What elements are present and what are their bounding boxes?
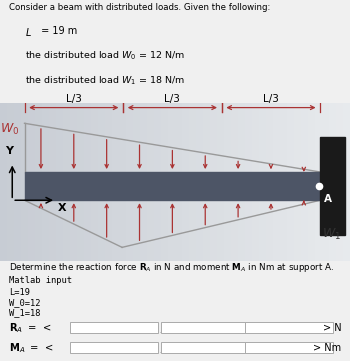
FancyBboxPatch shape [161,342,248,353]
Text: ,: , [250,324,253,334]
Text: L=19: L=19 [9,288,30,297]
Text: > Nm: > Nm [313,343,341,353]
Text: L/3: L/3 [66,95,82,104]
Text: > N: > N [323,323,341,332]
Text: Consider a beam with distributed loads. Given the following:: Consider a beam with distributed loads. … [9,3,270,12]
Bar [320,138,345,235]
Text: ,: , [159,324,162,334]
FancyBboxPatch shape [161,322,248,333]
Text: X: X [58,203,66,213]
Text: $\mathbf{R}_{A}$ $=$ $<$: $\mathbf{R}_{A}$ $=$ $<$ [9,321,51,335]
Bar [25,172,320,200]
Text: $L$: $L$ [25,26,32,38]
FancyBboxPatch shape [70,322,158,333]
Text: W_1=18: W_1=18 [9,308,40,317]
FancyBboxPatch shape [245,322,332,333]
Text: $W_1$: $W_1$ [322,227,341,242]
Text: = 19 m: = 19 m [38,26,78,36]
Text: W_0=12: W_0=12 [9,298,40,307]
Text: Y: Y [5,146,13,156]
Text: L/3: L/3 [164,95,180,104]
FancyBboxPatch shape [245,342,332,353]
FancyBboxPatch shape [70,342,158,353]
Text: the distributed load $W_0$ = 12 N/m: the distributed load $W_0$ = 12 N/m [25,49,185,62]
Text: ,: , [250,344,253,354]
Text: A: A [324,194,332,204]
Text: Matlab input: Matlab input [9,276,72,285]
Text: Determine the reaction force $\mathbf{R}_{A}$ in N and moment $\mathbf{M}_{A}$ i: Determine the reaction force $\mathbf{R}… [9,261,334,274]
Text: $W_0$: $W_0$ [0,122,19,137]
Text: ,: , [159,344,162,354]
Text: $\mathbf{M}_{A}$ $=$ $<$: $\mathbf{M}_{A}$ $=$ $<$ [9,341,54,355]
Text: L/3: L/3 [263,95,279,104]
Text: the distributed load $W_1$ = 18 N/m: the distributed load $W_1$ = 18 N/m [25,74,185,87]
